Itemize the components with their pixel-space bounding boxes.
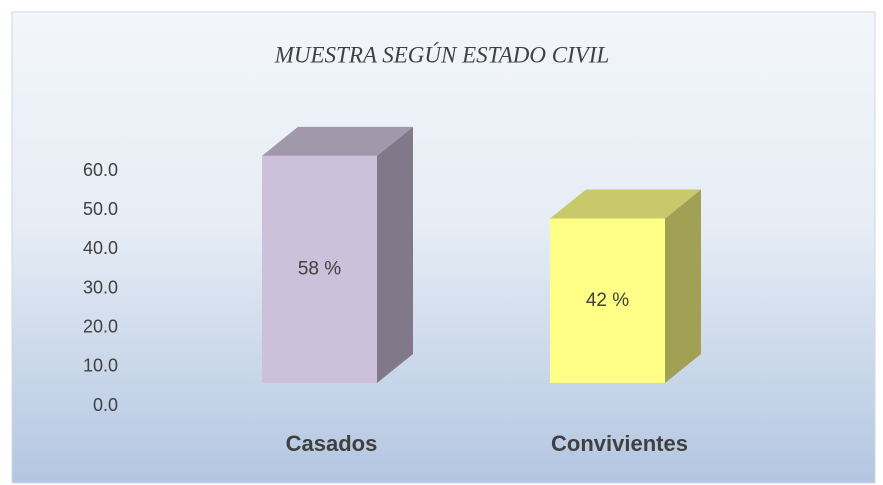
data-label: 42 %: [586, 290, 629, 311]
x-tick-label: Casados: [286, 431, 378, 456]
bar-side: [665, 189, 701, 383]
bar: [550, 218, 665, 383]
data-label: 58 %: [298, 258, 341, 279]
x-tick-label: Convivientes: [551, 431, 688, 456]
y-tick-label: 0.0: [93, 395, 118, 415]
bar-side: [377, 126, 413, 383]
bar: [262, 155, 377, 383]
bar-top: [262, 126, 413, 156]
y-tick-label: 50.0: [83, 199, 118, 219]
y-tick-label: 60.0: [83, 160, 118, 180]
y-tick-label: 40.0: [83, 238, 118, 258]
plot-background: [11, 11, 876, 484]
bar-top: [550, 189, 701, 219]
y-tick-label: 30.0: [83, 277, 118, 297]
y-tick-label: 10.0: [83, 356, 118, 376]
y-tick-label: 20.0: [83, 316, 118, 336]
chart-title: MUESTRA SEGÚN ESTADO CIVIL: [274, 41, 610, 67]
